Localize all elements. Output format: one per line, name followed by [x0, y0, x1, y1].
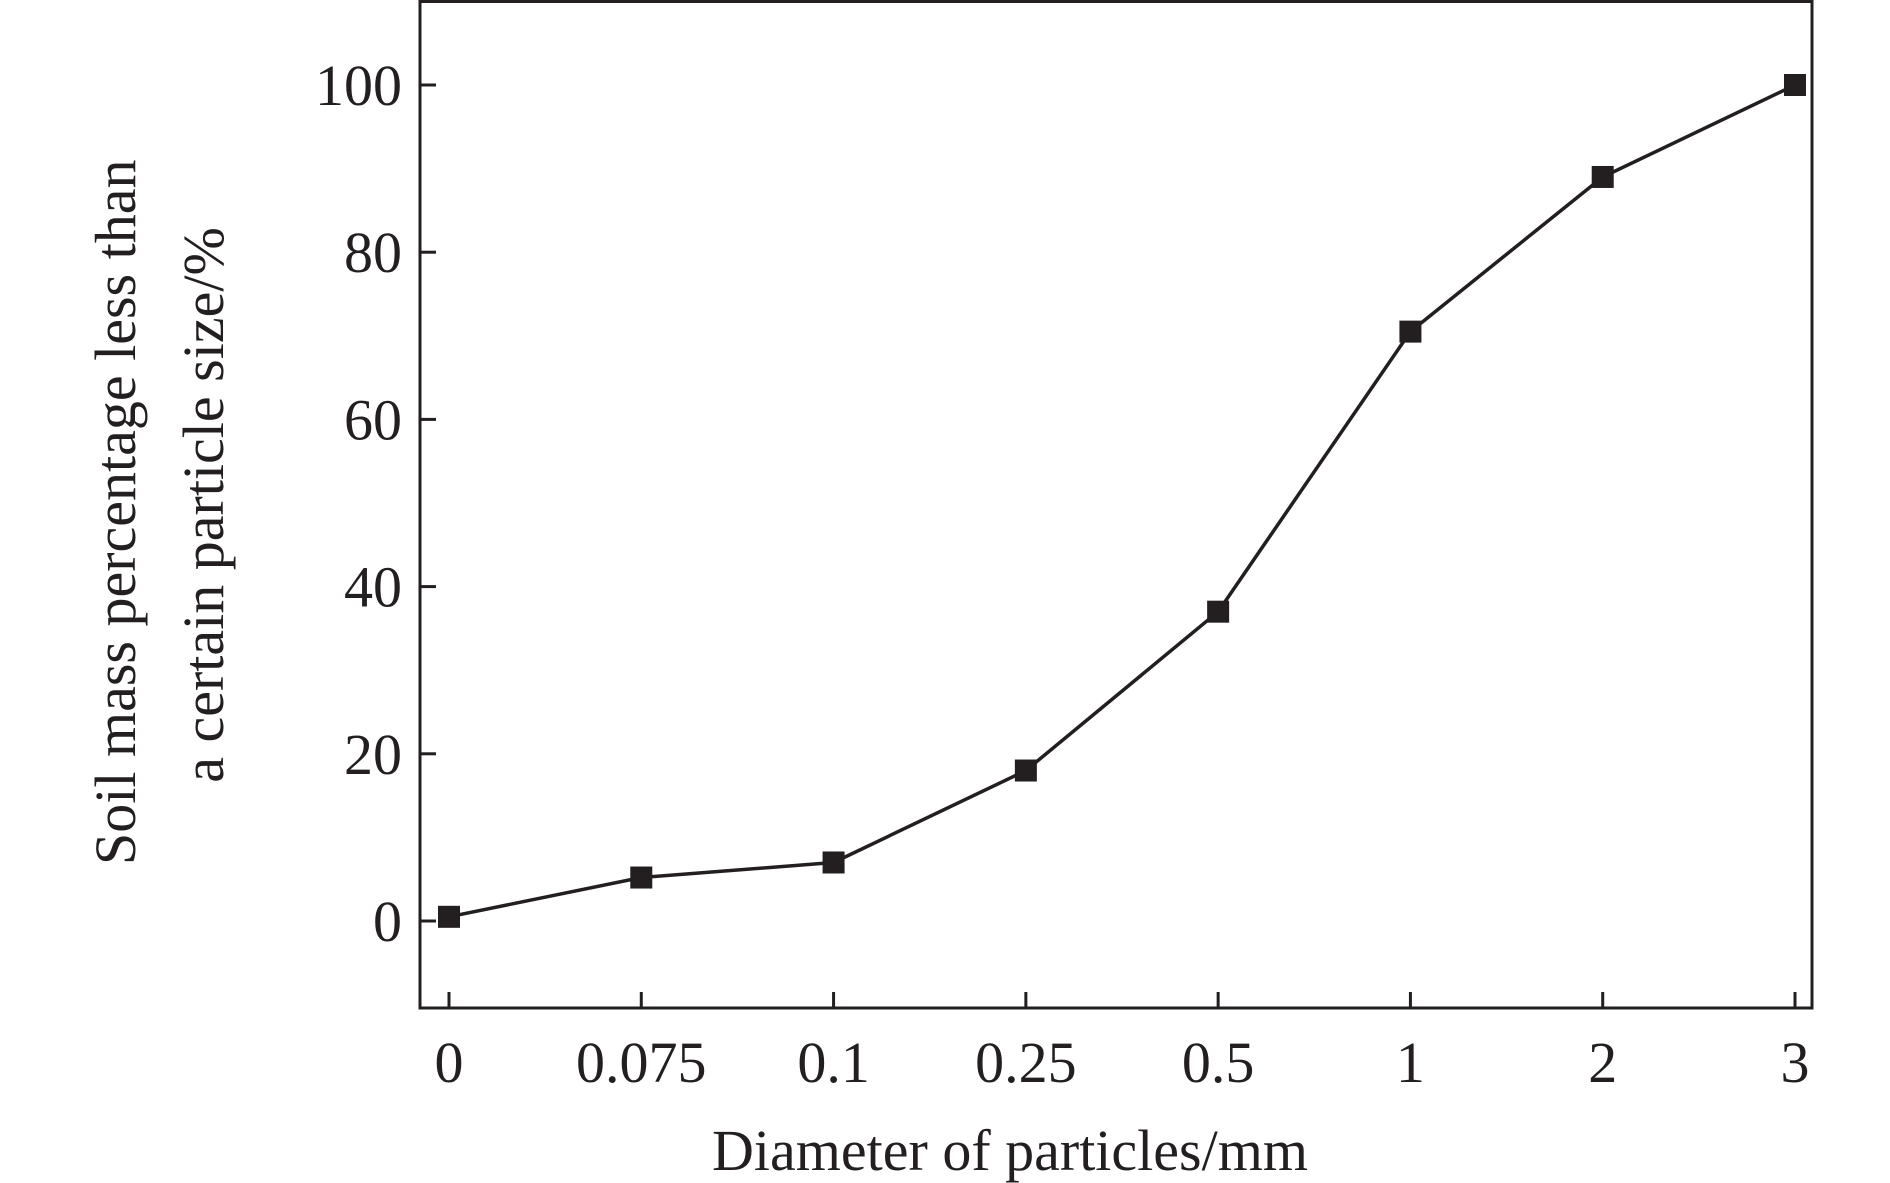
y-tick-label: 0: [373, 889, 402, 954]
x-tick-label: 2: [1588, 1030, 1617, 1095]
data-point-marker: [438, 905, 460, 928]
series-layer: [438, 74, 1806, 928]
x-tick-label: 0: [435, 1030, 464, 1095]
y-tick-label: 80: [344, 220, 402, 285]
x-tick-label: 0.075: [576, 1030, 707, 1095]
y-tick-label: 60: [344, 387, 402, 452]
x-tick-label: 0.25: [975, 1030, 1077, 1095]
data-point-marker: [1591, 165, 1614, 188]
x-axis: 0 0.075 0.1 0.25 0.5 1 2 3: [435, 992, 1810, 1095]
y-tick-label: 40: [344, 555, 402, 620]
data-point-marker: [822, 851, 845, 874]
plot-frame: [418, 0, 1814, 1010]
series-line: [448, 83, 1796, 919]
y-axis-title-line-2: a certain particle size/%: [171, 227, 236, 783]
data-point-marker: [630, 866, 653, 889]
y-axis-title: Soil mass percentage less than a certain…: [83, 145, 236, 865]
plot-border: [418, 0, 1814, 1010]
data-point-marker: [1399, 320, 1422, 343]
data-point-marker: [1014, 759, 1037, 782]
x-tick-label: 0.5: [1182, 1030, 1255, 1095]
x-tick-label: 1: [1396, 1030, 1425, 1095]
x-axis-title: Diameter of particles/mm: [712, 1118, 1308, 1183]
y-axis-title-line-1: Soil mass percentage less than: [83, 160, 148, 866]
y-tick-label: 20: [344, 722, 402, 787]
data-point-marker: [1784, 74, 1806, 96]
y-tick-label: 100: [315, 53, 402, 118]
data-point-marker: [1207, 600, 1230, 623]
x-tick-label: 3: [1781, 1030, 1810, 1095]
y-axis: 0 20 40 60 80 100: [315, 53, 436, 954]
x-tick-label: 0.1: [797, 1030, 870, 1095]
